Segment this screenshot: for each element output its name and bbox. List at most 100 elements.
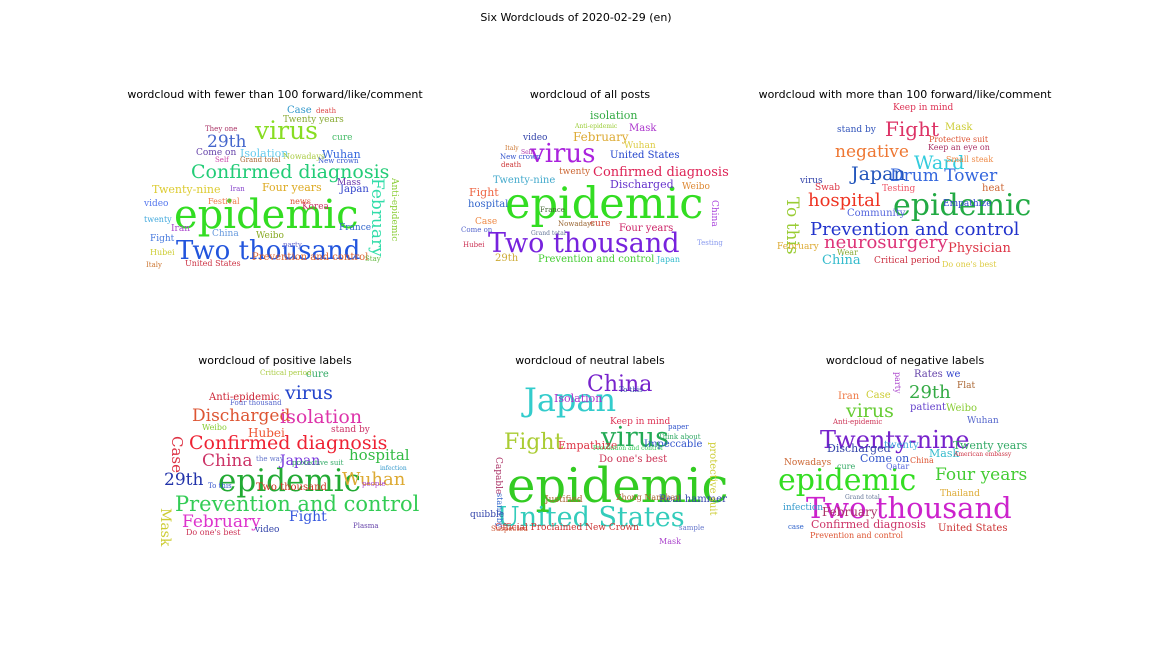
wordcloud-word: France [339, 223, 372, 233]
wordcloud-word: Nowadays [558, 220, 595, 228]
wordcloud-word: Prevention and control [538, 254, 655, 265]
wordcloud-word: Case [475, 217, 498, 227]
wordcloud-word: Critical period [874, 256, 941, 266]
wordcloud-word: Japan [340, 184, 369, 195]
wordcloud-word: Discharged [192, 406, 291, 426]
wordcloud-word: Grand total [240, 156, 281, 164]
wordcloud-word: Case [287, 105, 312, 116]
wordcloud-word: death [316, 107, 337, 115]
wordcloud-canvas: epidemic Prevention and control neurosurge… [740, 88, 1070, 288]
wordcloud-word: sample [679, 524, 705, 532]
wordcloud-word: Zhong Nanshan [616, 493, 681, 502]
wordcloud-word: Isolation [554, 392, 603, 405]
wordcloud-word: Testing [697, 239, 723, 247]
wordcloud-word: cure [837, 462, 856, 471]
wordcloud-word: Confirmed diagnosis [593, 165, 729, 180]
wordcloud-word: Wuhan [342, 469, 406, 490]
wordcloud-word: Iran [838, 391, 860, 402]
wordcloud-word: Wuhan [967, 416, 999, 426]
wordcloud-word: To this [619, 386, 643, 394]
wordcloud-word: isolation [280, 406, 363, 428]
wordcloud-word: Mask [157, 508, 173, 547]
wordcloud-word: Self [215, 156, 229, 164]
wordcloud-canvas: epidemic Two thousand Confirmed diagnosis v… [110, 88, 440, 288]
wordcloud-word: virus [530, 139, 596, 169]
wordcloud-word: Wuhan [624, 141, 656, 151]
wordcloud-word: February [822, 505, 878, 519]
wordcloud-panel-fewer-than-100: wordcloud with fewer than 100 forward/li… [110, 88, 440, 288]
wordcloud-word: China [822, 253, 861, 268]
wordcloud-panel-negative: wordcloud of negative labels epidemic Two… [740, 354, 1070, 554]
wordcloud-word: infection [380, 465, 407, 472]
wordcloud-word: France [540, 206, 565, 214]
wordcloud-word: Do one's best [186, 528, 241, 537]
wordcloud-word: Twenty-nine [493, 175, 556, 186]
wordcloud-word: Ward [914, 152, 965, 174]
wordcloud-word: Keep an eye on [928, 143, 990, 152]
wordcloud-word: paper [668, 423, 689, 431]
wordcloud-word: the way [256, 455, 284, 463]
wordcloud-word: Justified [545, 495, 583, 505]
wordcloud-word: Twenty-nine [152, 183, 221, 196]
wordcloud-word: Confirmed diagnosis [189, 432, 388, 454]
wordcloud-word: February [777, 242, 819, 252]
wordcloud-word: To this [208, 482, 232, 490]
wordcloud-word: Protective suit [929, 135, 989, 144]
wordcloud-word: cure [332, 133, 353, 143]
wordcloud-word: hospital [808, 190, 881, 211]
wordcloud-word: Real hammer [659, 494, 727, 505]
wordcloud-word: stand by [495, 493, 504, 528]
wordcloud-word: Anti-epidemic [389, 178, 399, 242]
wordcloud-word: Fight [289, 509, 327, 525]
wordcloud-word: Hubei [248, 426, 285, 440]
wordcloud-word: Capable [493, 457, 503, 495]
wordcloud-word: party [893, 372, 902, 394]
wordcloud-word: Weibo [256, 231, 284, 241]
wordcloud-word: Keep in mind [610, 417, 671, 427]
wordcloud-word: protective suit [707, 442, 718, 516]
wordcloud-word: Come on [196, 148, 237, 158]
wordcloud-word: Four years [935, 465, 1028, 485]
wordcloud-word: cure [590, 219, 611, 229]
wordcloud-panel-more-than-100: wordcloud with more than 100 forward/lik… [740, 88, 1070, 288]
wordcloud-word: we [946, 369, 961, 380]
wordcloud-word: hospital [349, 446, 410, 464]
wordcloud-word: Discharged [827, 442, 891, 455]
wordcloud-word: China [202, 451, 253, 471]
wordcloud-word: case [788, 523, 804, 531]
wordcloud-word: twenty [884, 440, 919, 451]
wordcloud-word: Grand total [531, 230, 566, 237]
wordcloud-word: epidemic [505, 179, 704, 229]
wordcloud-word: virus [601, 422, 670, 453]
wordcloud-word: Japan [524, 381, 617, 419]
wordcloud-word: Anti-epidemic [575, 123, 618, 130]
wordcloud-word: Weibo [202, 423, 227, 432]
wordcloud-word: Rates [914, 369, 943, 380]
wordcloud-word: Weibo [682, 182, 710, 192]
wordcloud-word: Japan [851, 163, 906, 185]
wordcloud-word: video [523, 133, 548, 143]
wordcloud-word: Fight [469, 186, 499, 199]
wordcloud-word: hospital [468, 199, 509, 210]
wordcloud-word: neurosurgery [824, 232, 948, 253]
wordcloud-word: Impeccable [644, 439, 703, 450]
panel-title: wordcloud of neutral labels [515, 354, 665, 367]
wordcloud-word: Anti-epidemic [209, 392, 280, 403]
wordcloud-word: Suspected [491, 525, 528, 533]
wordcloud-word: epidemic [174, 192, 359, 238]
wordcloud-word: Physician [948, 241, 1011, 256]
wordcloud-word: Japan [657, 255, 681, 264]
wordcloud-word: Mask [659, 537, 681, 546]
wordcloud-word: Mask [929, 447, 960, 460]
wordcloud-word: Mask [945, 122, 973, 133]
wordcloud-word: February [182, 512, 261, 532]
wordcloud-word: China [709, 200, 719, 227]
wordcloud-word: Self [521, 149, 533, 156]
wordcloud-word: American embassy [954, 451, 1012, 458]
wordcloud-word: Think about [658, 433, 701, 441]
wordcloud-word: Four thousand [230, 399, 282, 407]
wordcloud-word: Mass [337, 178, 361, 188]
wordcloud-word: China [587, 372, 653, 397]
wordcloud-word: Italy [146, 261, 162, 269]
wordcloud-word: China [910, 456, 934, 465]
